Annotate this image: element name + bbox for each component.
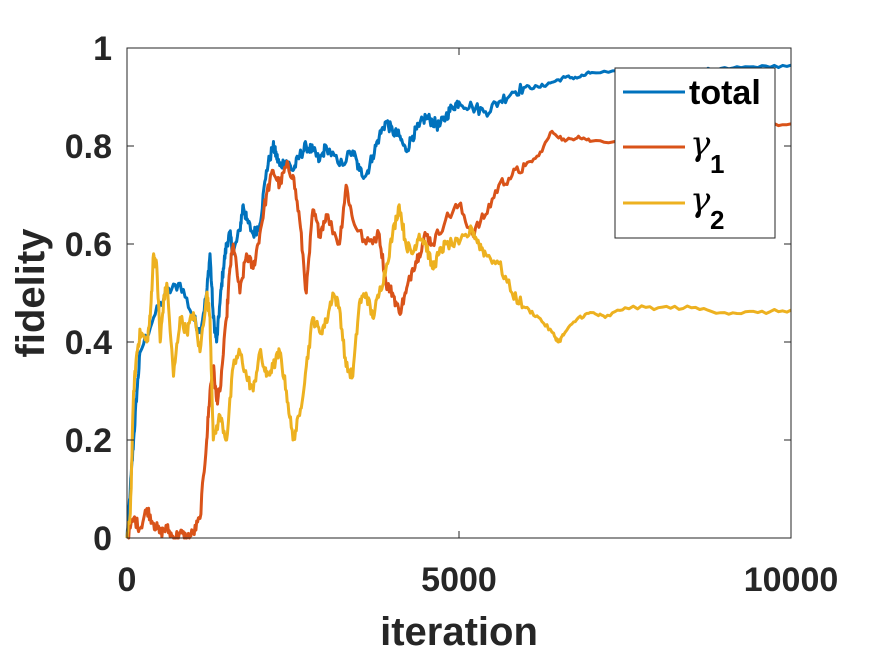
legend-subscript-gamma2: 2 <box>710 205 724 235</box>
legend-label-gamma1: γ <box>690 124 711 164</box>
y-tick-label: 0.6 <box>65 226 112 264</box>
x-axis-label: iteration <box>380 610 538 654</box>
y-tick-label: 0.4 <box>65 324 112 362</box>
legend-subscript-gamma1: 1 <box>710 149 724 179</box>
legend-label-total: total <box>689 74 761 112</box>
y-tick-label: 1 <box>93 30 112 68</box>
axis-ticks <box>126 47 792 539</box>
y-tick-label: 0 <box>93 520 112 558</box>
y-tick-label: 0.2 <box>65 422 112 460</box>
y-axis-label: fidelity <box>9 228 53 358</box>
series-line-gamma1 <box>125 122 792 540</box>
series-lines <box>125 63 792 540</box>
legend-label-gamma2: γ <box>690 180 711 220</box>
legend-box <box>614 67 776 239</box>
y-tick-label: 0.8 <box>65 128 112 166</box>
x-tick-label: 10000 <box>744 561 839 599</box>
x-tick-label: 5000 <box>421 561 497 599</box>
x-tick-label: 0 <box>118 561 137 599</box>
tick-labels: 0 5000 10000 0 0.2 0.4 0.6 0.8 1 <box>65 30 839 599</box>
series-line-total <box>125 63 792 539</box>
series-line-gamma2 <box>125 203 792 539</box>
